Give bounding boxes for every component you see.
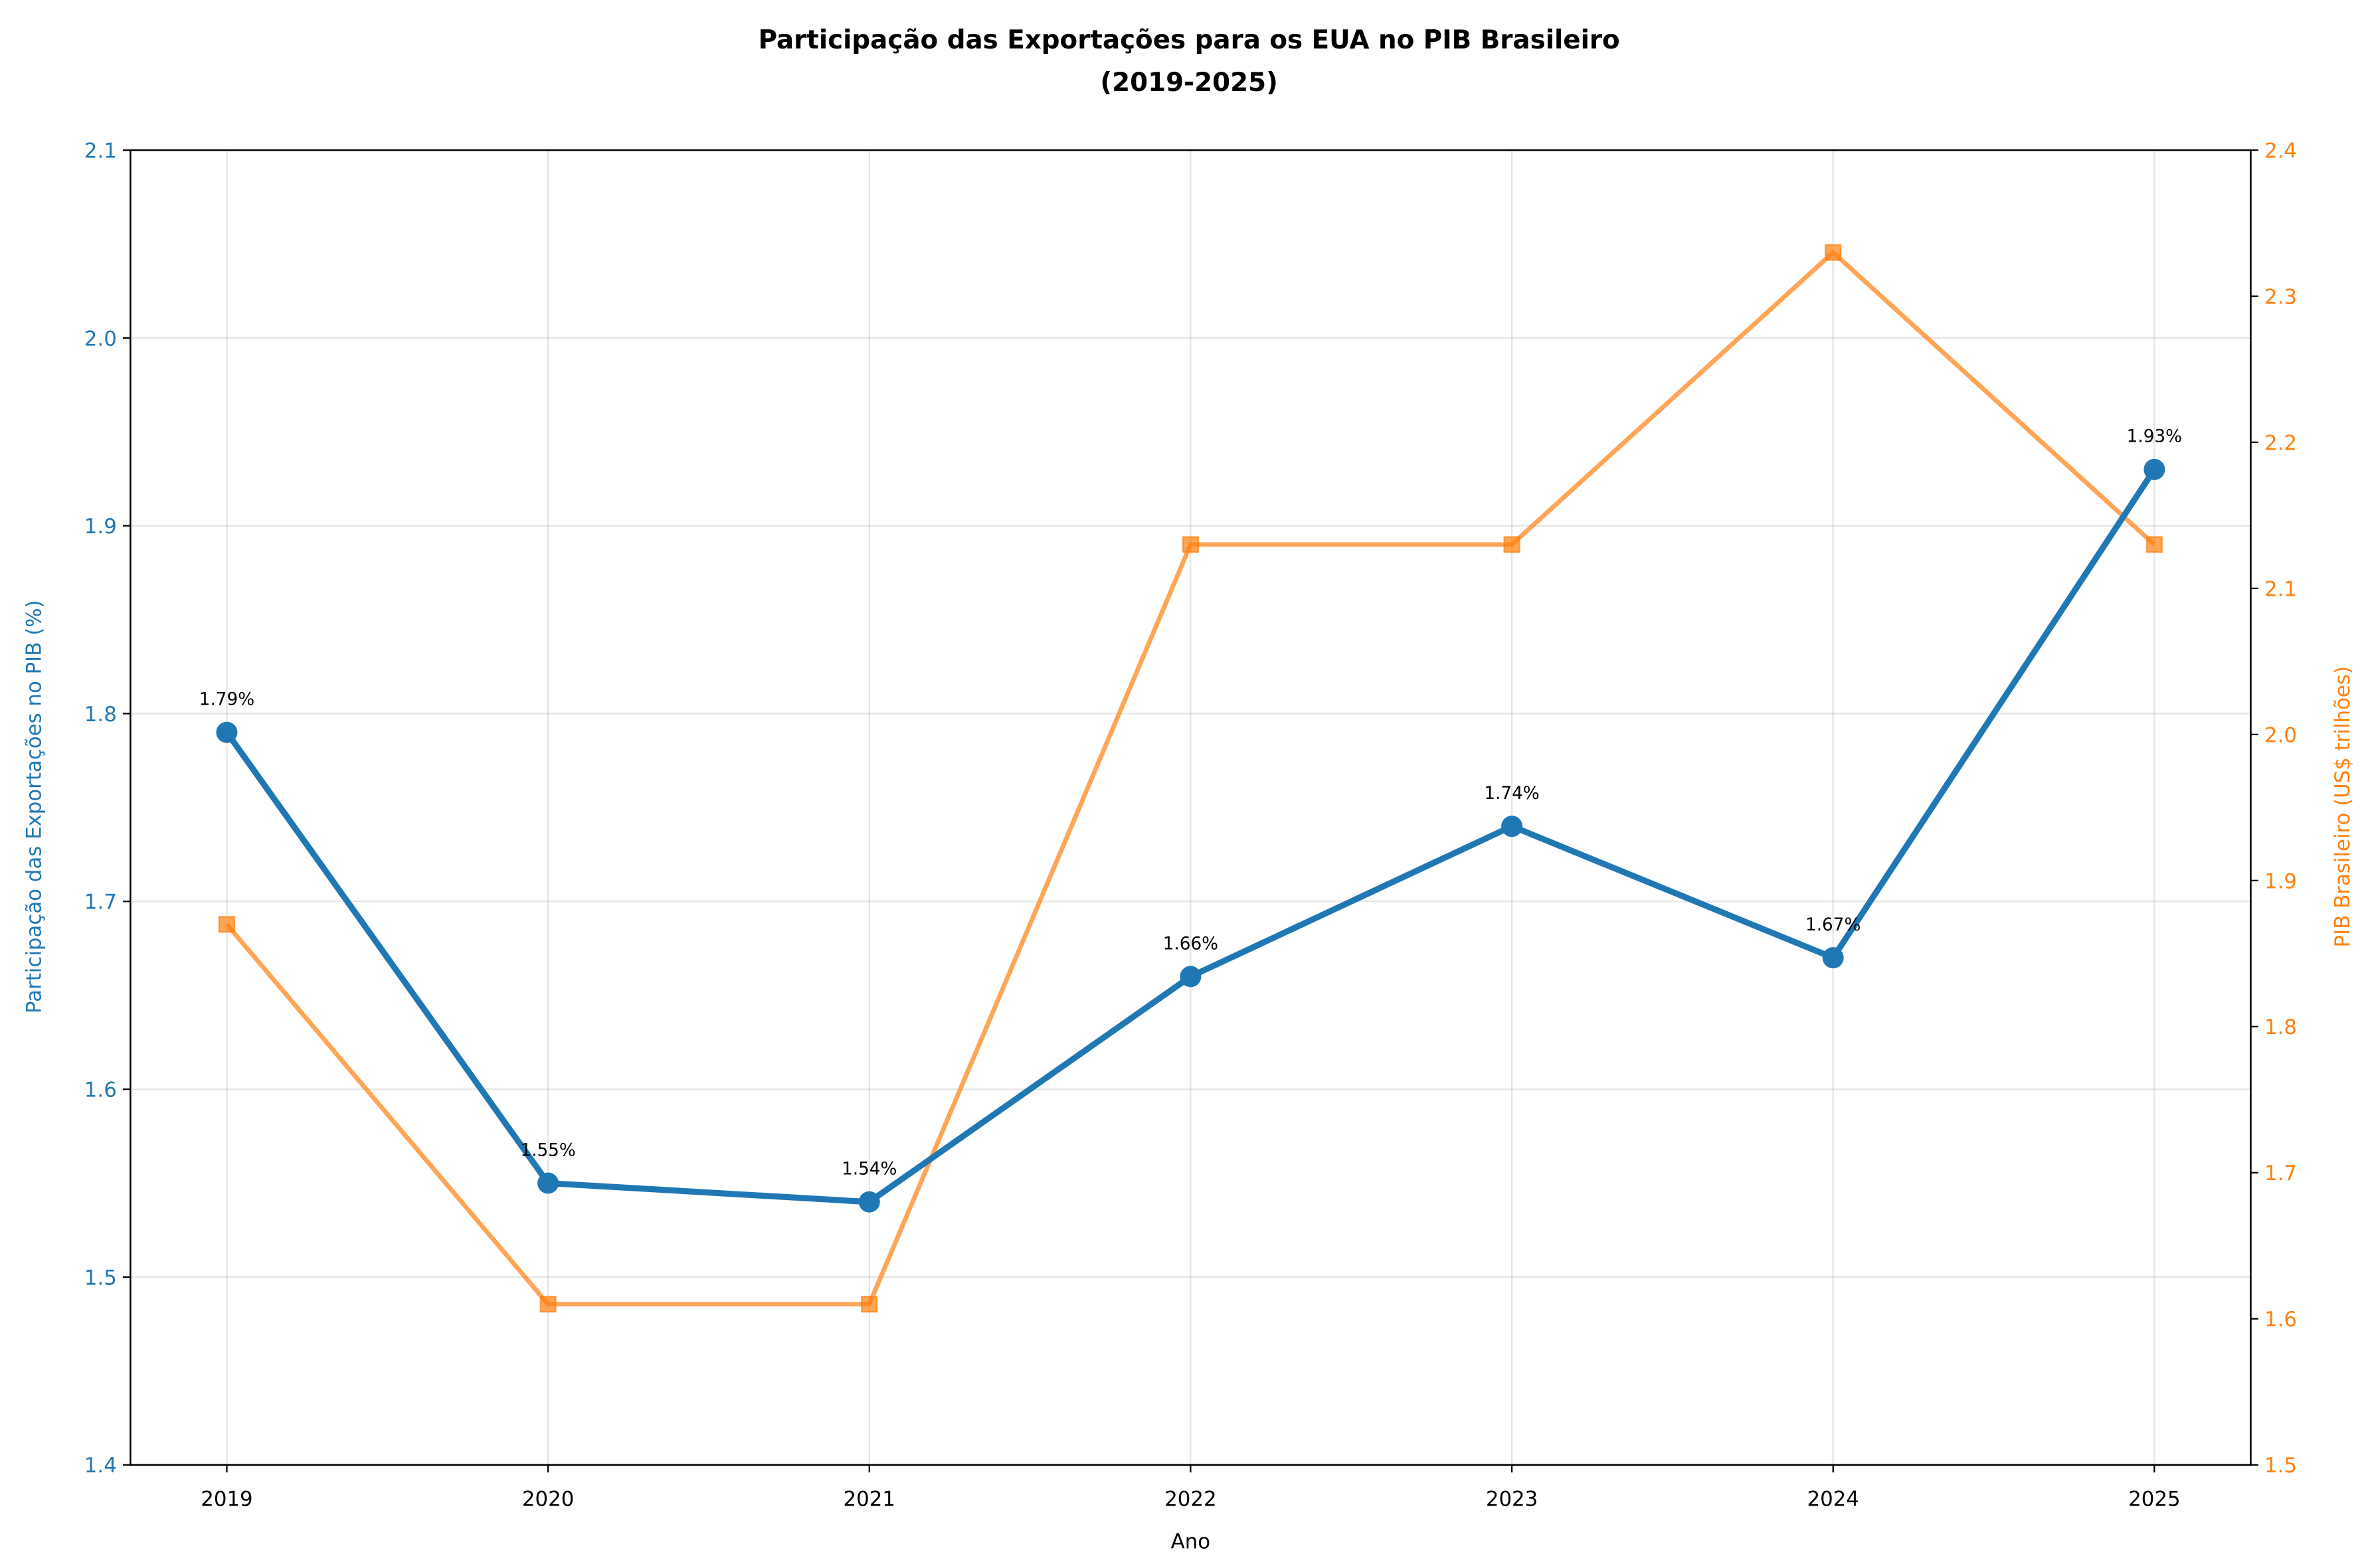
x-tick-label: 2022 — [1164, 1487, 1216, 1511]
y-tick-label-left: 1.7 — [84, 891, 117, 915]
export-share-marker — [2143, 458, 2165, 480]
x-axis-label: Ano — [1171, 1529, 1210, 1553]
export-share-marker — [537, 1172, 559, 1194]
y-tick-label-left: 1.9 — [84, 515, 117, 539]
chart-title-line1: Participação das Exportações para os EUA… — [759, 25, 1620, 55]
export-share-marker — [1822, 947, 1844, 969]
data-label: 1.74% — [1484, 784, 1539, 804]
gdp-marker — [1825, 244, 1842, 261]
y-tick-label-left: 1.4 — [84, 1454, 117, 1478]
gdp-marker — [2145, 536, 2163, 553]
chart-title-line2: (2019-2025) — [1100, 68, 1278, 98]
x-tick-label: 2019 — [201, 1487, 252, 1511]
y-axis-label-left: Participação das Exportações no PIB (%) — [23, 600, 46, 1013]
axes: 2019 2020 2021 2022 2023 2024 2025 1.4 1.5 1.6 1.7… — [84, 139, 2297, 1511]
gdp-marker — [1503, 536, 1520, 553]
y-tick-label-left: 2.0 — [84, 327, 117, 351]
data-label: 1.79% — [199, 690, 254, 710]
data-label: 1.66% — [1163, 934, 1218, 954]
data-label: 1.67% — [1805, 915, 1861, 935]
y-tick-label-right: 1.5 — [2264, 1454, 2297, 1478]
gdp-marker — [1182, 536, 1199, 553]
x-tick-label: 2020 — [522, 1487, 574, 1511]
y-tick-label-right: 1.9 — [2264, 869, 2297, 893]
x-tick-label: 2024 — [1807, 1487, 1859, 1511]
grid — [130, 149, 2251, 1466]
plot-frame — [130, 149, 2252, 1466]
y-tick-label-right: 1.8 — [2264, 1015, 2297, 1039]
export-share-marker — [1501, 816, 1523, 837]
x-tick-label: 2025 — [2128, 1487, 2180, 1511]
gdp-marker — [861, 1296, 878, 1313]
y-tick-label-right: 2.2 — [2264, 431, 2297, 455]
export-share-marker — [1180, 966, 1202, 988]
export-share-marker — [858, 1191, 880, 1213]
y-tick-label-left: 1.6 — [84, 1079, 117, 1102]
y-tick-label-left: 2.1 — [84, 139, 117, 163]
y-tick-label-right: 2.1 — [2264, 577, 2297, 601]
y-tick-label-right: 1.6 — [2264, 1308, 2297, 1332]
series-layer: 1.79% 1.55% 1.54% 1.66% 1.74% 1.67% 1.93% — [199, 244, 2182, 1313]
x-tick-label: 2021 — [844, 1487, 895, 1511]
data-label: 1.93% — [2127, 427, 2182, 447]
x-tick-label: 2023 — [1486, 1487, 1538, 1511]
y-axis-label-right: PIB Brasileiro (US$ trilhões) — [2331, 666, 2355, 947]
y-tick-label-right: 2.4 — [2264, 139, 2297, 163]
y-tick-label-right: 2.0 — [2264, 723, 2297, 747]
export-share-marker — [216, 721, 238, 743]
data-label: 1.54% — [842, 1160, 897, 1179]
y-tick-label-right: 2.3 — [2264, 285, 2297, 309]
data-label: 1.55% — [520, 1140, 575, 1160]
gdp-marker — [218, 916, 236, 933]
y-tick-label-right: 1.7 — [2264, 1162, 2297, 1185]
y-tick-label-left: 1.5 — [84, 1266, 117, 1290]
y-tick-label-left: 1.8 — [84, 703, 117, 727]
gdp-marker — [539, 1296, 557, 1313]
